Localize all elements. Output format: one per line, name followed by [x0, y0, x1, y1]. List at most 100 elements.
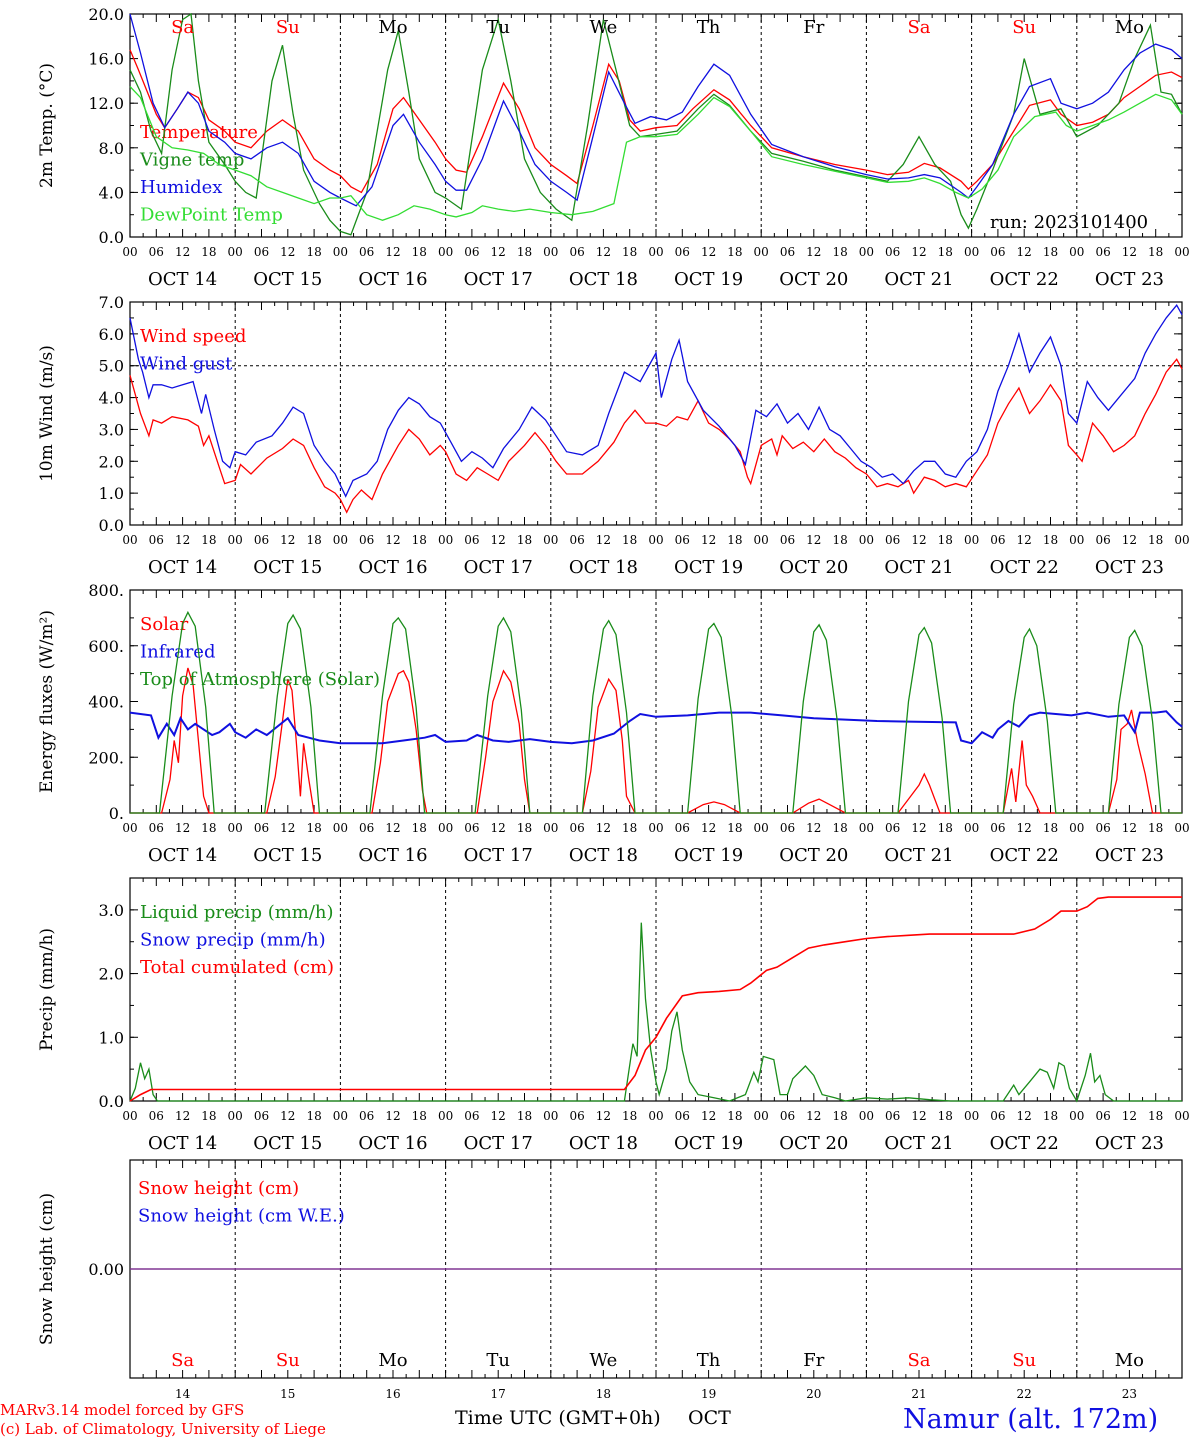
hour-label: 00 [1174, 533, 1189, 547]
date-label: OCT 17 [464, 1133, 533, 1154]
date-label: OCT 18 [569, 269, 638, 290]
hour-label: 00 [648, 1109, 663, 1123]
weekday-bottom: Tu [486, 1350, 510, 1371]
hour-label: 12 [385, 1109, 400, 1123]
hour-label: 18 [517, 821, 532, 835]
hour-label: 06 [149, 821, 164, 835]
hour-label: 18 [727, 1109, 742, 1123]
y-tick-label: 0. [109, 804, 124, 823]
hour-label: 18 [201, 1109, 216, 1123]
series-total-cumulated-cm- [129, 896, 1182, 1102]
hour-label: 18 [1043, 821, 1058, 835]
hour-label: 00 [438, 1109, 453, 1123]
weekday-top: Su [1012, 17, 1036, 38]
hour-label: 18 [938, 245, 953, 259]
date-label: OCT 22 [990, 269, 1059, 290]
weekday-top: Mo [1115, 17, 1144, 38]
date-label: OCT 21 [884, 1133, 953, 1154]
hour-label: 00 [648, 821, 663, 835]
hour-label: 00 [754, 533, 769, 547]
hour-label: 00 [438, 821, 453, 835]
y-axis-title: Snow height (cm) [37, 1193, 57, 1345]
hour-label: 00 [333, 533, 348, 547]
weekday-top: Tu [486, 17, 510, 38]
legend-entry: Humidex [140, 177, 222, 198]
weekday-bottom: Su [276, 1350, 300, 1371]
hour-label: 12 [175, 245, 190, 259]
y-tick-label: 20.0 [88, 5, 124, 24]
hour-label: 06 [359, 245, 374, 259]
hour-label: 00 [859, 821, 874, 835]
hour-label: 18 [201, 245, 216, 259]
hour-label: 12 [280, 821, 295, 835]
date-label: OCT 15 [253, 1133, 322, 1154]
hour-label: 18 [201, 533, 216, 547]
hour-label: 12 [596, 245, 611, 259]
hour-label: 18 [1148, 1109, 1163, 1123]
hour-label: 00 [1069, 821, 1084, 835]
hour-label: 00 [543, 1109, 558, 1123]
hour-label: 06 [149, 245, 164, 259]
hour-label: 06 [780, 1109, 795, 1123]
weekday-bottom: Mo [1115, 1350, 1144, 1371]
y-tick-label: 0.0 [99, 228, 124, 247]
hour-label: 06 [1095, 245, 1110, 259]
hour-label: 12 [1122, 821, 1137, 835]
weekday-top: Sa [907, 17, 930, 38]
hour-label: 18 [1043, 245, 1058, 259]
date-label: OCT 23 [1095, 845, 1164, 866]
weekday-bottom: Th [697, 1350, 721, 1371]
hour-label: 06 [675, 533, 690, 547]
hour-label: 12 [491, 533, 506, 547]
bottom-day-number: 16 [385, 1387, 400, 1401]
hour-label: 06 [254, 821, 269, 835]
hour-label: 18 [622, 1109, 637, 1123]
hour-label: 12 [1122, 533, 1137, 547]
weekday-bottom: Sa [171, 1350, 194, 1371]
weekday-bottom: Fr [803, 1350, 824, 1371]
hour-label: 18 [1148, 533, 1163, 547]
date-label: OCT 22 [990, 1133, 1059, 1154]
y-tick-label: 3.0 [99, 901, 124, 920]
date-label: OCT 19 [674, 557, 743, 578]
date-label: OCT 14 [148, 1133, 217, 1154]
legend-entry: Vigne temp [139, 150, 244, 171]
y-tick-label: 2.0 [99, 965, 124, 984]
weekday-bottom: Su [1012, 1350, 1036, 1371]
bottom-day-number: 17 [491, 1387, 506, 1401]
y-tick-label: 0.00 [88, 1260, 124, 1279]
hour-label: 12 [806, 1109, 821, 1123]
hour-label: 00 [333, 1109, 348, 1123]
hour-label: 00 [754, 245, 769, 259]
hour-label: 06 [885, 245, 900, 259]
legend-entry: Wind gust [140, 354, 233, 375]
y-axis-title: 10m Wind (m/s) [37, 345, 57, 482]
hour-label: 18 [727, 533, 742, 547]
hour-label: 00 [122, 821, 137, 835]
series-wind-speed [129, 358, 1183, 514]
hour-label: 00 [122, 245, 137, 259]
hour-label: 18 [622, 245, 637, 259]
date-label: OCT 20 [779, 557, 848, 578]
hour-label: 12 [911, 821, 926, 835]
series-solar [130, 667, 1182, 814]
date-label: OCT 21 [884, 269, 953, 290]
hour-label: 18 [306, 245, 321, 259]
y-tick-label: 4.0 [99, 183, 124, 202]
hour-label: 06 [990, 1109, 1005, 1123]
hour-label: 18 [938, 1109, 953, 1123]
hour-label: 00 [333, 821, 348, 835]
hour-label: 06 [885, 821, 900, 835]
date-label: OCT 18 [569, 1133, 638, 1154]
hour-label: 06 [780, 245, 795, 259]
hour-label: 12 [701, 821, 716, 835]
hour-label: 12 [911, 245, 926, 259]
legend-entry: Snow precip (mm/h) [140, 930, 326, 951]
hour-label: 06 [569, 1109, 584, 1123]
bottom-day-number: 15 [280, 1387, 295, 1401]
hour-label: 12 [491, 821, 506, 835]
hour-label: 06 [464, 533, 479, 547]
hour-label: 06 [675, 821, 690, 835]
bottom-day-number: 18 [596, 1387, 611, 1401]
